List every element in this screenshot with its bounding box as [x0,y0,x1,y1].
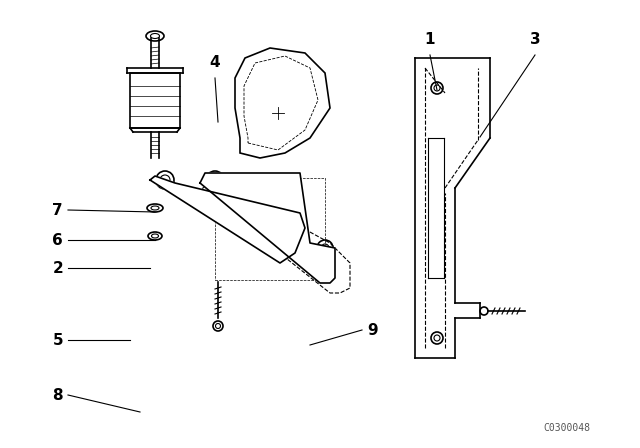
Ellipse shape [152,234,159,238]
Circle shape [160,175,170,185]
Circle shape [206,171,224,189]
Text: 1: 1 [425,32,435,47]
Text: 4: 4 [210,55,220,70]
Bar [130,73,180,128]
Circle shape [317,265,333,281]
Text: 5: 5 [52,332,63,348]
PathPatch shape [235,48,330,158]
Circle shape [273,108,283,118]
Ellipse shape [146,31,164,41]
Circle shape [210,175,220,185]
Circle shape [431,82,443,94]
Circle shape [317,240,333,256]
Polygon shape [200,173,335,283]
Text: 8: 8 [52,388,63,402]
Ellipse shape [480,307,488,315]
Circle shape [156,171,174,189]
Ellipse shape [213,321,223,331]
Ellipse shape [151,206,159,210]
Circle shape [321,269,329,277]
Circle shape [434,85,440,91]
Text: 3: 3 [530,32,540,47]
Polygon shape [150,176,305,263]
Text: 6: 6 [52,233,63,247]
Ellipse shape [216,323,221,328]
Text: C0300048: C0300048 [543,423,590,433]
Ellipse shape [150,34,159,39]
Ellipse shape [147,204,163,212]
Text: 7: 7 [52,202,63,217]
Text: 9: 9 [367,323,378,337]
Circle shape [434,335,440,341]
Circle shape [431,332,443,344]
Text: 2: 2 [52,260,63,276]
Ellipse shape [148,232,162,240]
Circle shape [321,244,329,252]
